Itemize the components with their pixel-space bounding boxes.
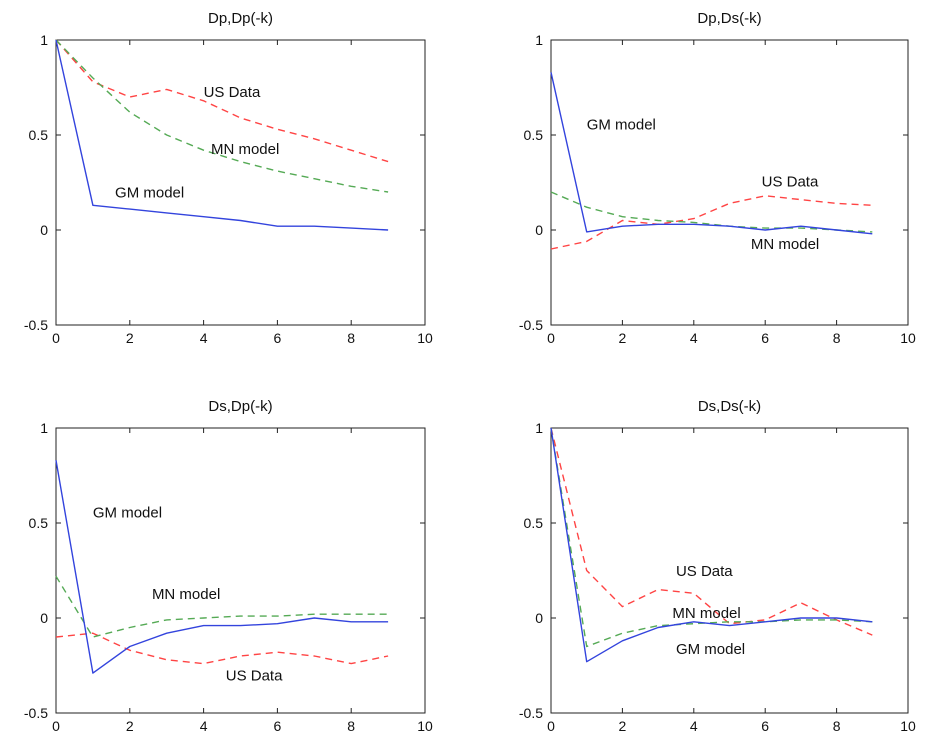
axes-frame	[550, 427, 909, 714]
y-tick-label: -0.5	[519, 317, 543, 333]
annotation-us-data: US Data	[226, 668, 283, 685]
y-tick-label: 1	[40, 32, 48, 48]
y-tick-label: 1	[40, 420, 48, 436]
annotation-us-data: US Data	[762, 173, 819, 190]
y-tick-label: -0.5	[24, 317, 48, 333]
annotation-us-data: US Data	[204, 84, 261, 101]
x-tick-label: 8	[833, 718, 841, 734]
series-line-mn-model	[55, 39, 389, 193]
y-tick-label: -0.5	[24, 705, 48, 721]
series-line-us-data	[55, 39, 389, 163]
chart-title: Dp,Ds(-k)	[697, 10, 761, 27]
x-tick-label: 0	[52, 330, 60, 346]
x-tick-label: 6	[761, 718, 769, 734]
axes-frame	[55, 39, 426, 326]
axes-frame	[55, 427, 426, 714]
x-tick-label: 2	[619, 330, 627, 346]
x-tick-label: 10	[417, 718, 433, 734]
x-tick-label: 2	[619, 718, 627, 734]
series-line-gm-model	[55, 39, 389, 231]
annotation-gm-model: GM model	[93, 504, 162, 521]
x-tick-label: 6	[274, 330, 282, 346]
x-tick-label: 4	[200, 330, 208, 346]
y-tick-label: 0.5	[29, 515, 49, 531]
series-line-gm-model	[550, 427, 873, 663]
axes-frame	[550, 39, 909, 326]
x-tick-label: 10	[900, 330, 916, 346]
annotation-us-data: US Data	[676, 563, 733, 580]
x-tick-label: 10	[900, 718, 916, 734]
series-line-mn-model	[55, 575, 389, 638]
x-tick-label: 10	[417, 330, 433, 346]
chart-title: Dp,Dp(-k)	[208, 10, 273, 27]
x-tick-label: 2	[126, 718, 134, 734]
y-tick-label: 0	[535, 610, 543, 626]
x-tick-label: 8	[347, 330, 355, 346]
y-tick-label: 0.5	[29, 127, 49, 143]
x-tick-label: 0	[52, 718, 60, 734]
x-tick-label: 8	[347, 718, 355, 734]
y-tick-label: 0	[40, 222, 48, 238]
annotation-gm-model: GM model	[115, 185, 184, 202]
x-tick-label: 0	[547, 718, 555, 734]
x-tick-label: 6	[274, 718, 282, 734]
annotation-mn-model: MN model	[211, 141, 279, 158]
series-line-gm-model	[55, 460, 389, 674]
annotation-mn-model: MN model	[152, 586, 220, 603]
x-tick-label: 0	[547, 330, 555, 346]
x-tick-label: 6	[761, 330, 769, 346]
x-tick-label: 4	[200, 718, 208, 734]
x-tick-label: 4	[690, 330, 698, 346]
y-tick-label: 0	[40, 610, 48, 626]
chart-title: Ds,Dp(-k)	[208, 398, 272, 415]
annotation-gm-model: GM model	[587, 116, 656, 133]
y-tick-label: 0.5	[524, 515, 544, 531]
x-tick-label: 4	[690, 718, 698, 734]
y-tick-label: 1	[535, 420, 543, 436]
y-tick-label: 0	[535, 222, 543, 238]
series-line-us-data	[550, 427, 873, 636]
annotation-mn-model: MN model	[672, 605, 740, 622]
chart-title: Ds,Ds(-k)	[698, 398, 761, 415]
series-line-us-data	[55, 632, 389, 665]
series-line-gm-model	[550, 72, 873, 235]
annotation-mn-model: MN model	[751, 236, 819, 253]
annotation-gm-model: GM model	[676, 641, 745, 658]
y-tick-label: 1	[535, 32, 543, 48]
series-line-us-data	[550, 195, 873, 250]
y-tick-label: -0.5	[519, 705, 543, 721]
series-line-mn-model	[550, 427, 873, 648]
y-tick-label: 0.5	[524, 127, 544, 143]
x-tick-label: 2	[126, 330, 134, 346]
x-tick-label: 8	[833, 330, 841, 346]
